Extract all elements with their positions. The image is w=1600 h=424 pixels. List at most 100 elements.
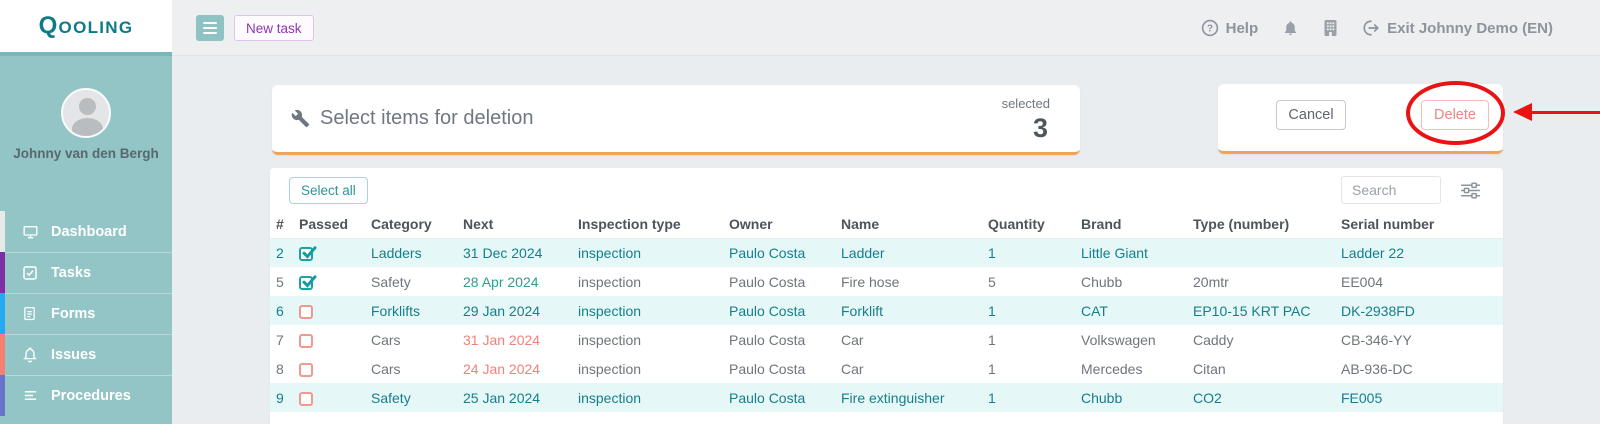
cell-quantity: 1 — [988, 238, 1081, 267]
cell-quantity: 1 — [988, 331, 996, 348]
cell-type-number: CO2 — [1193, 383, 1341, 412]
row-number: 8 — [276, 360, 284, 377]
topbar: New task ? Help Exit Johnny Demo (EN) — [0, 0, 1600, 56]
cell-owner: Paulo Costa — [729, 383, 841, 412]
column-header[interactable]: # — [270, 210, 299, 239]
cell-quantity: 5 — [988, 273, 996, 290]
table-row[interactable]: 5 Safety 28 Apr 2024 inspection Paulo Costa F… — [270, 267, 1503, 296]
sidebar: Johnny van den Bergh Dashboard Tasks Forms… — [0, 56, 172, 424]
column-header[interactable]: Quantity — [988, 210, 1081, 239]
passed-checkbox-cell[interactable] — [299, 267, 371, 296]
tasks-icon — [22, 264, 40, 282]
row-number: 7 — [276, 331, 284, 348]
cell-next-date: 29 Jan 2024 — [463, 296, 578, 325]
table-row[interactable]: 6 Forklifts 29 Jan 2024 inspection Paulo Cos… — [270, 296, 1503, 325]
cell-inspection-type: inspection — [578, 273, 642, 290]
cell-serial-number: AB-936-DC — [1341, 360, 1413, 377]
table-row[interactable]: 8 Cars 24 Jan 2024 inspection Paulo Costa Car… — [270, 354, 1503, 383]
search-input[interactable] — [1341, 176, 1441, 204]
help-icon: ? — [1201, 19, 1219, 37]
selected-count: 3 — [1032, 113, 1048, 143]
notifications-bell-icon[interactable] — [1282, 19, 1299, 37]
column-header[interactable]: Inspection type — [578, 210, 729, 239]
cell-inspection-type: inspection — [578, 383, 729, 412]
new-task-button[interactable]: New task — [234, 15, 314, 41]
column-header[interactable]: Name — [841, 210, 988, 239]
sidebar-item-tasks[interactable]: Tasks — [0, 252, 172, 293]
unchecked-checkbox-icon[interactable] — [299, 391, 313, 406]
row-number: 2 — [270, 238, 299, 267]
delete-button[interactable]: Delete — [1421, 100, 1489, 130]
sidebar-item-stripe — [0, 375, 5, 416]
cancel-button[interactable]: Cancel — [1276, 100, 1346, 130]
passed-checkbox-cell[interactable] — [299, 325, 371, 354]
column-header[interactable]: Brand — [1081, 210, 1193, 239]
cell-serial-number: CB-346-YY — [1341, 331, 1412, 348]
help-button[interactable]: ? Help — [1201, 19, 1259, 37]
exit-button[interactable]: Exit Johnny Demo (EN) — [1362, 19, 1553, 37]
select-all-button[interactable]: Select all — [289, 177, 368, 204]
sign-out-icon — [1362, 19, 1380, 37]
column-header[interactable]: Passed — [299, 210, 371, 239]
sidebar-item-issues[interactable]: Issues — [0, 334, 172, 375]
column-header[interactable]: Category — [371, 210, 463, 239]
cell-type-number — [1193, 238, 1341, 267]
procedures-icon — [22, 387, 40, 405]
filter-sliders-icon[interactable] — [1461, 182, 1480, 204]
cell-next-date: 24 Jan 2024 — [463, 360, 541, 377]
sidebar-item-stripe — [0, 293, 5, 334]
sidebar-item-forms[interactable]: Forms — [0, 293, 172, 334]
column-header[interactable]: Owner — [729, 210, 841, 239]
sidebar-item-dashboard[interactable]: Dashboard — [0, 211, 172, 252]
items-table-card: Select all #PassedCategoryNextInspection… — [270, 168, 1503, 424]
issues-icon — [22, 346, 40, 364]
column-header[interactable]: Next — [463, 210, 578, 239]
checked-checkbox-icon[interactable] — [299, 246, 317, 261]
delete-pointer-arrow — [1531, 111, 1600, 114]
unchecked-checkbox-icon[interactable] — [299, 304, 313, 319]
deletion-header-card: Select items for deletion selected 3 — [272, 85, 1080, 155]
sidebar-item-procedures[interactable]: Procedures — [0, 375, 172, 416]
logo[interactable]: Qooling — [0, 0, 172, 56]
cell-brand: CAT — [1081, 296, 1193, 325]
cell-name: Forklift — [841, 296, 988, 325]
cell-inspection-type: inspection — [578, 238, 729, 267]
user-name: Johnny van den Bergh — [13, 146, 159, 161]
sidebar-item-label: Tasks — [51, 264, 92, 281]
cell-category: Safety — [371, 273, 411, 290]
column-header[interactable]: Type (number) — [1193, 210, 1341, 239]
help-label: Help — [1225, 19, 1259, 37]
table-row[interactable]: 9 Safety 25 Jan 2024 inspection Paulo Costa F… — [270, 383, 1503, 412]
building-icon[interactable] — [1323, 19, 1338, 37]
checked-checkbox-icon[interactable] — [299, 274, 317, 290]
passed-checkbox-cell[interactable] — [299, 296, 371, 325]
cell-category: Safety — [371, 383, 463, 412]
table-row[interactable]: 2 Ladders 31 Dec 2024 inspection Paulo Costa… — [270, 238, 1503, 267]
passed-checkbox-cell[interactable] — [299, 383, 371, 412]
cell-type-number: Caddy — [1193, 331, 1234, 348]
cell-owner: Paulo Costa — [729, 331, 806, 348]
cell-owner: Paulo Costa — [729, 296, 841, 325]
unchecked-checkbox-icon[interactable] — [299, 333, 313, 348]
cell-brand: Chubb — [1081, 383, 1193, 412]
forms-icon — [22, 305, 40, 323]
table-row[interactable]: 7 Cars 31 Jan 2024 inspection Paulo Costa Car… — [270, 325, 1503, 354]
passed-checkbox-cell[interactable] — [299, 354, 371, 383]
column-header[interactable]: Serial number — [1341, 210, 1503, 239]
unchecked-checkbox-icon[interactable] — [299, 362, 313, 377]
cell-brand: Volkswagen — [1081, 331, 1156, 348]
sidebar-item-label: Dashboard — [51, 223, 127, 240]
passed-checkbox-cell[interactable] — [299, 238, 371, 267]
avatar — [61, 88, 111, 138]
menu-toggle-button[interactable] — [196, 15, 224, 41]
cell-next-date: 25 Jan 2024 — [463, 383, 578, 412]
wrench-icon — [291, 109, 310, 133]
selected-label: selected — [1001, 96, 1050, 111]
topbar-right-cluster: ? Help Exit Johnny Demo (EN) — [1201, 0, 1553, 56]
svg-text:?: ? — [1207, 24, 1213, 35]
items-table: # Passed Category Next Inspection type Owner N… — [270, 210, 1503, 412]
cell-next-date: 31 Jan 2024 — [463, 331, 541, 348]
cell-type-number: 20mtr — [1193, 273, 1229, 290]
table-header-row: # Passed Category Next Inspection type Owner N… — [270, 210, 1503, 239]
cell-inspection-type: inspection — [578, 296, 729, 325]
